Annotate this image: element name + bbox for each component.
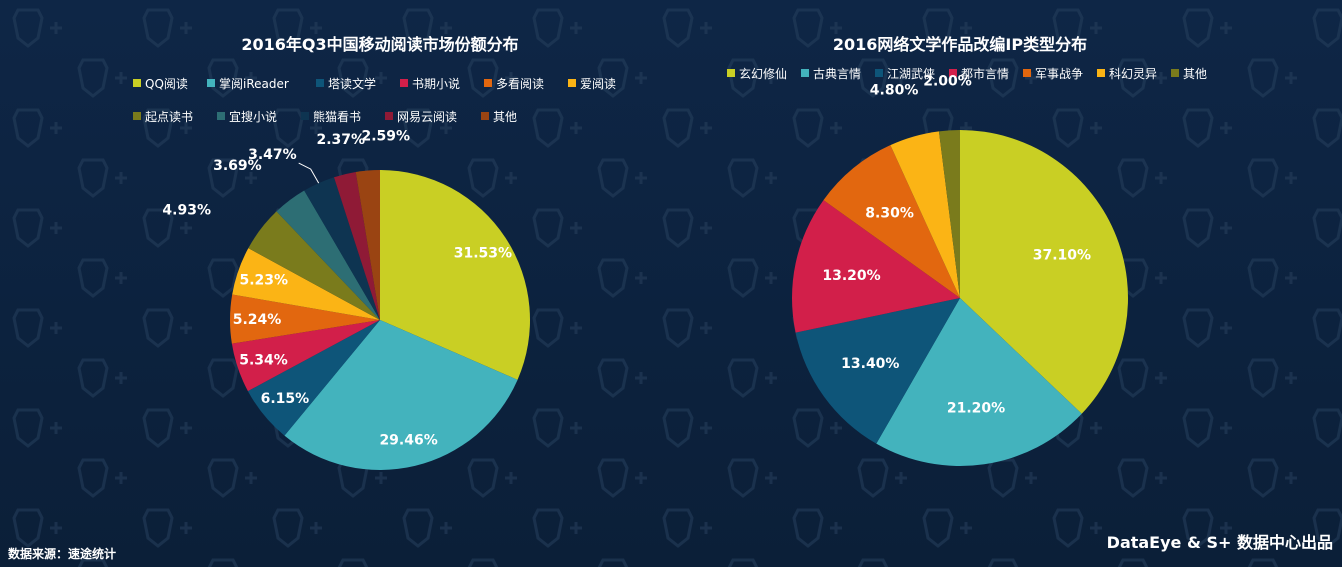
slice-value-label: 6.15% [261,391,310,407]
legend-swatch [1171,69,1179,77]
legend-item-label: 玄幻修仙 [739,66,787,81]
legend-swatch [568,79,576,87]
pie-slice [284,320,518,471]
legend-item-label: 宜搜小说 [229,109,277,124]
legend-item-label: 科幻灵异 [1109,67,1157,81]
legend-swatch [385,112,393,120]
slice-value-label: 8.30% [865,205,914,221]
legend-item-label: 多看阅读 [496,77,544,91]
slice-value-label: 29.46% [379,433,437,449]
pie-slice [304,177,380,320]
pie-slice [960,130,1128,414]
legend-item-label: 熊猫看书 [313,109,361,124]
leader-line [298,162,320,184]
legend-item-label: 网易云阅读 [397,110,457,124]
chart-title-ip-types: 2016网络文学作品改编IP类型分布 [833,35,1087,54]
legend-item-label: 起点读书 [145,110,193,124]
pie-slice [355,170,380,320]
slice-value-label: 2.59% [362,129,411,145]
legend-item-label: 其他 [493,110,517,124]
pie-labels-ip-types: 37.10% 21.20% 13.40% 13.20% 8.30% 4.80%2.00% [822,73,1091,416]
legend-swatch [301,112,309,120]
pie-ip-types [792,130,1128,467]
pie-slice [823,145,960,298]
slice-value-label: 5.24% [233,312,282,328]
source-note: 数据来源：速途统计 [8,547,117,561]
brand-credit: DataEye & S+ 数据中心出品 [1106,533,1333,552]
slice-value-label: 13.20% [822,268,880,284]
legend-swatch [875,69,883,77]
slice-value-label: 3.47% [248,147,297,163]
legend-item-label: 爱阅读 [580,77,616,91]
pie-labels-market-share: 31.53% 29.46% 6.15% 5.34% 5.24% 5.23% 4.93% 3.6… [162,129,512,449]
pie-slice [231,320,380,392]
pie-slice [247,320,380,436]
pie-slice [380,170,530,380]
pie-slice [230,294,380,344]
slice-value-label: 31.53% [454,246,512,262]
pie-slice [248,211,380,320]
legend-ip-types: 玄幻修仙 古典言情 江湖武侠 都市言情 军事战争 科幻灵异 其他 [727,66,1207,81]
legend-item-label: QQ阅读 [145,77,188,91]
chart-ip-types: 2016网络文学作品改编IP类型分布 玄幻修仙 古典言情 江湖武侠 都市言情 军事战争 科… [727,35,1207,467]
legend-swatch [207,79,215,87]
legend-swatch [400,79,408,87]
legend-swatch [133,112,141,120]
pie-slice [876,298,1082,467]
legend-swatch [949,69,957,77]
legend-swatch [133,79,141,87]
pie-slice [792,200,960,333]
legend-swatch [316,79,324,87]
legend-swatch [1023,69,1031,77]
legend-item-label: 掌阅iReader [219,77,289,91]
pie-slice [938,130,960,298]
slice-value-label: 4.80% [870,82,919,98]
legend-item-label: 其他 [1183,67,1207,81]
slice-value-label: 5.34% [239,352,288,368]
legend-swatch [481,112,489,120]
slice-value-label: 21.20% [947,401,1005,417]
pie-slice [334,171,380,320]
legend-item-label: 都市言情 [961,66,1009,81]
slice-value-label: 3.69% [213,158,262,174]
legend-item-label: 军事战争 [1035,67,1083,81]
legend-item-label: 古典言情 [813,66,861,81]
legend-swatch [484,79,492,87]
legend-swatch [1097,69,1105,77]
legend-swatch [217,112,225,120]
chart-title-market-share: 2016年Q3中国移动阅读市场份额分布 [241,35,518,54]
slice-value-label: 4.93% [162,203,211,219]
chart-market-share: 2016年Q3中国移动阅读市场份额分布 QQ阅读 掌阅iReader 塔读文学 书期小… [133,35,616,471]
legend-item-label: 江湖武侠 [887,66,935,81]
pie-market-share [230,170,530,471]
slice-value-label: 2.37% [317,132,366,148]
slice-value-label: 2.00% [923,73,972,89]
legend-swatch [801,69,809,77]
legend-swatch [727,69,735,77]
slice-value-label: 13.40% [841,356,899,372]
slice-value-label: 37.10% [1033,247,1091,263]
pie-slice [890,131,960,298]
legend-item-label: 书期小说 [412,76,460,91]
pie-slice [795,298,960,444]
slice-value-label: 5.23% [240,273,289,289]
pie-slice [232,248,380,320]
pie-slice [276,190,380,320]
legend-item-label: 塔读文学 [328,76,376,91]
